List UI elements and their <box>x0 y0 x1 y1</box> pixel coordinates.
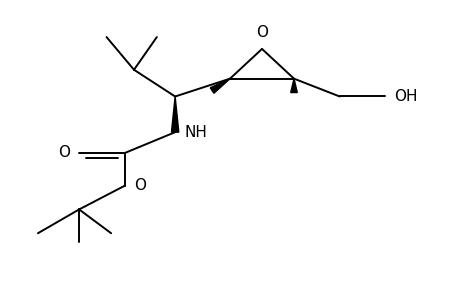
Polygon shape <box>290 79 297 92</box>
Text: OH: OH <box>394 89 417 104</box>
Text: O: O <box>58 146 70 160</box>
Polygon shape <box>210 79 230 93</box>
Polygon shape <box>171 97 179 132</box>
Text: O: O <box>134 178 146 193</box>
Text: O: O <box>256 25 268 40</box>
Text: NH: NH <box>184 125 207 140</box>
